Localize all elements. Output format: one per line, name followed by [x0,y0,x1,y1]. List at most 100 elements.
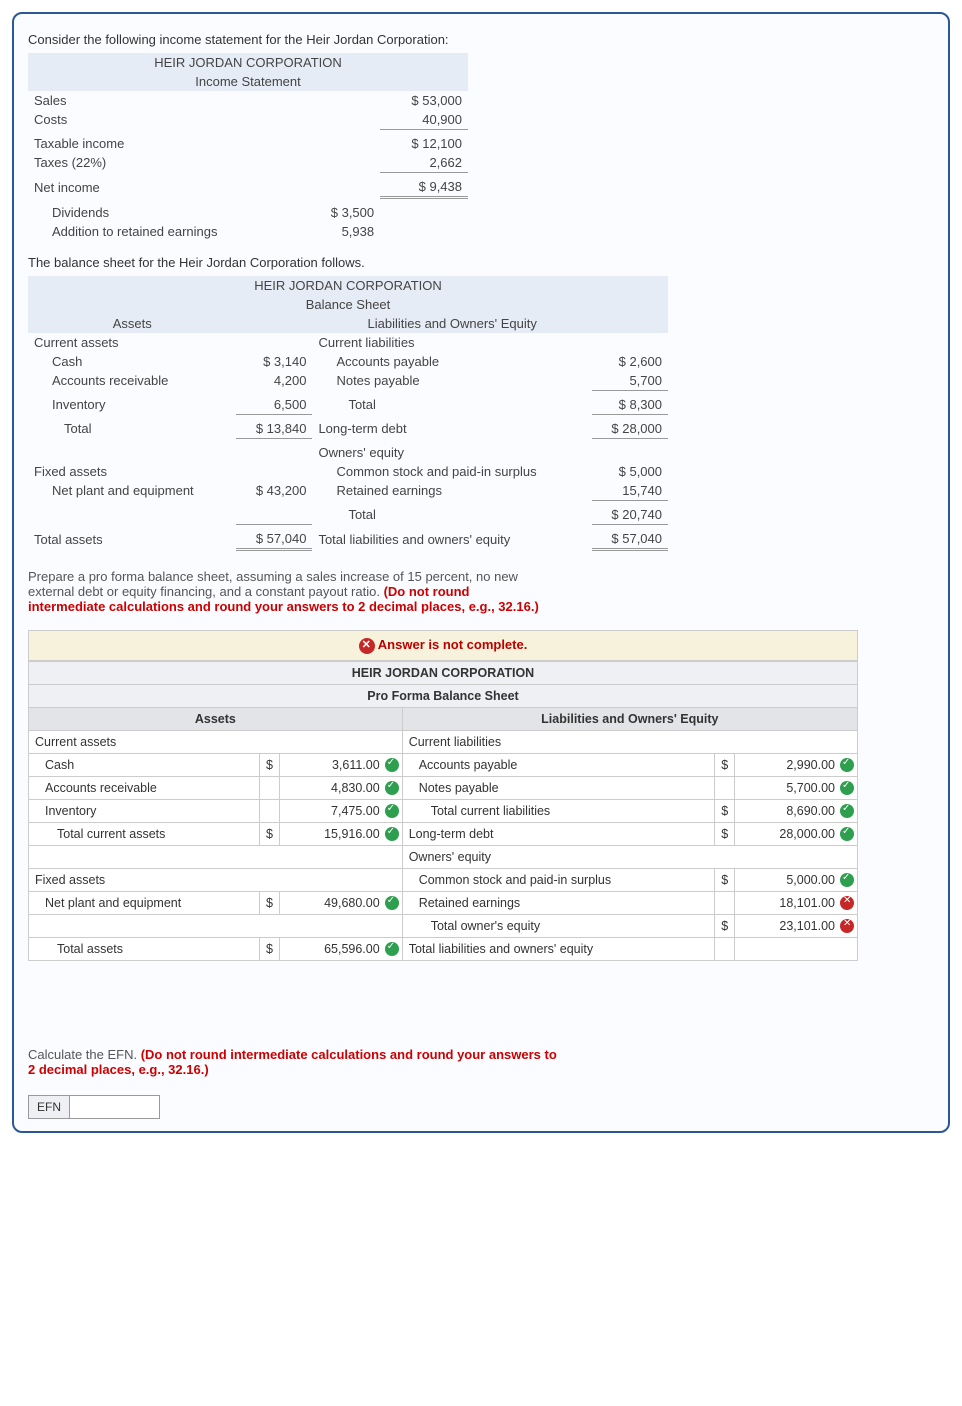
efn-input[interactable] [70,1095,160,1118]
netincome-label: Net income [28,177,302,198]
pf-ap-input[interactable]: 2,990.00 [735,753,858,776]
pf-toe-label: Total owner's equity [402,914,715,937]
bs-title: Balance Sheet [28,295,668,314]
pf-cash-input[interactable]: 3,611.00 [279,753,402,776]
re-label: Retained earnings [312,481,591,501]
are-value: 5,938 [302,222,380,241]
income-corp-name: HEIR JORDAN CORPORATION [28,53,468,72]
fa-label: Fixed assets [28,462,236,481]
efn-label: EFN [29,1095,70,1118]
ltd-val: $ 28,000 [592,419,668,439]
cash-val: $ 3,140 [236,352,312,371]
pf-ta-input[interactable]: 65,596.00 [279,937,402,960]
cl-total-val: $ 8,300 [592,395,668,415]
pf-nppe-input[interactable]: 49,680.00 [279,891,402,914]
efn-box: EFN [28,1095,934,1119]
instr-bold1: (Do not round [384,584,470,599]
question-container: Consider the following income statement … [12,12,950,1133]
balance-sheet-table: HEIR JORDAN CORPORATION Balance Sheet As… [28,276,668,555]
cl-label: Current liabilities [312,333,591,352]
bs-corp-name: HEIR JORDAN CORPORATION [28,276,668,295]
instr-bold2: intermediate calculations and round your… [28,599,539,614]
oe-total-label: Total [312,505,591,525]
costs-value: 40,900 [380,110,468,130]
pf-inv-label: Inventory [29,799,260,822]
answer-banner: Answer is not complete. [28,630,858,661]
oe-label: Owners' equity [312,443,591,462]
np-label: Notes payable [312,371,591,391]
taxes-value: 2,662 [380,153,468,173]
are-label: Addition to retained earnings [28,222,302,241]
cross-icon [359,638,375,654]
check-icon [385,758,399,772]
check-icon [385,804,399,818]
netincome-value: $ 9,438 [380,177,468,198]
pf-ltd-input[interactable]: 28,000.00 [735,822,858,845]
pf-np-input[interactable]: 5,700.00 [735,776,858,799]
cs-val: $ 5,000 [592,462,668,481]
ta-val: $ 57,040 [236,529,312,550]
pf-tcl-input[interactable]: 8,690.00 [735,799,858,822]
check-icon [385,781,399,795]
inv-val: 6,500 [236,395,312,415]
dollar-sign: $ [715,799,735,822]
pf-ap-label: Accounts payable [402,753,715,776]
dollar-sign: $ [715,753,735,776]
pf-cash-label: Cash [29,753,260,776]
income-title: Income Statement [28,72,468,91]
check-icon [840,804,854,818]
pf-ar-input[interactable]: 4,830.00 [279,776,402,799]
dollar-sign: $ [715,822,735,845]
pf-toe-input[interactable]: 23,101.00 [735,914,858,937]
pf-corp-name: HEIR JORDAN CORPORATION [29,661,858,684]
pf-re-label: Retained earnings [402,891,715,914]
check-icon [840,758,854,772]
ap-label: Accounts payable [312,352,591,371]
ltd-label: Long-term debt [312,419,591,439]
instructions: Prepare a pro forma balance sheet, assum… [28,569,934,614]
check-icon [840,873,854,887]
np-val: 5,700 [592,371,668,391]
pf-title: Pro Forma Balance Sheet [29,684,858,707]
ca-total-label: Total [28,419,236,439]
check-icon [840,781,854,795]
pf-tca-label: Total current assets [29,822,260,845]
cs-label: Common stock and paid-in surplus [312,462,591,481]
assets-header: Assets [28,314,236,333]
taxable-value: $ 12,100 [380,134,468,153]
pf-re-input[interactable]: 18,101.00 [735,891,858,914]
pf-cs-input[interactable]: 5,000.00 [735,868,858,891]
pf-tcl-label: Total current liabilities [402,799,715,822]
check-icon [840,827,854,841]
nppe-label: Net plant and equipment [28,481,236,501]
dollar-sign: $ [259,937,279,960]
tloe-label: Total liabilities and owners' equity [312,529,591,550]
cross-icon [840,919,854,933]
pf-assets-hdr: Assets [29,707,403,730]
dividends-label: Dividends [28,203,302,222]
answer-banner-text: Answer is not complete. [378,637,528,652]
dollar-sign: $ [259,753,279,776]
pf-ltd-label: Long-term debt [402,822,715,845]
costs-label: Costs [28,110,302,130]
efn-bold1: (Do not round intermediate calculations … [141,1047,557,1062]
taxable-label: Taxable income [28,134,302,153]
instr-line2: external debt or equity financing, and a… [28,584,384,599]
efn-instructions: Calculate the EFN. (Do not round interme… [28,1047,934,1077]
pf-np-label: Notes payable [402,776,715,799]
check-icon [385,942,399,956]
proforma-table: HEIR JORDAN CORPORATION Pro Forma Balanc… [28,661,858,961]
income-statement-table: HEIR JORDAN CORPORATION Income Statement… [28,53,468,241]
cl-total-label: Total [312,395,591,415]
pf-loe-hdr: Liabilities and Owners' Equity [402,707,857,730]
pf-tloe-input[interactable] [735,937,858,960]
dividends-value: $ 3,500 [302,203,380,222]
pf-inv-input[interactable]: 7,475.00 [279,799,402,822]
dollar-sign: $ [715,914,735,937]
pf-ta-label: Total assets [29,937,260,960]
instr-line1: Prepare a pro forma balance sheet, assum… [28,569,518,584]
dollar-sign: $ [259,891,279,914]
pf-tca-input[interactable]: 15,916.00 [279,822,402,845]
bs-intro-text: The balance sheet for the Heir Jordan Co… [28,255,934,270]
sales-label: Sales [28,91,302,110]
